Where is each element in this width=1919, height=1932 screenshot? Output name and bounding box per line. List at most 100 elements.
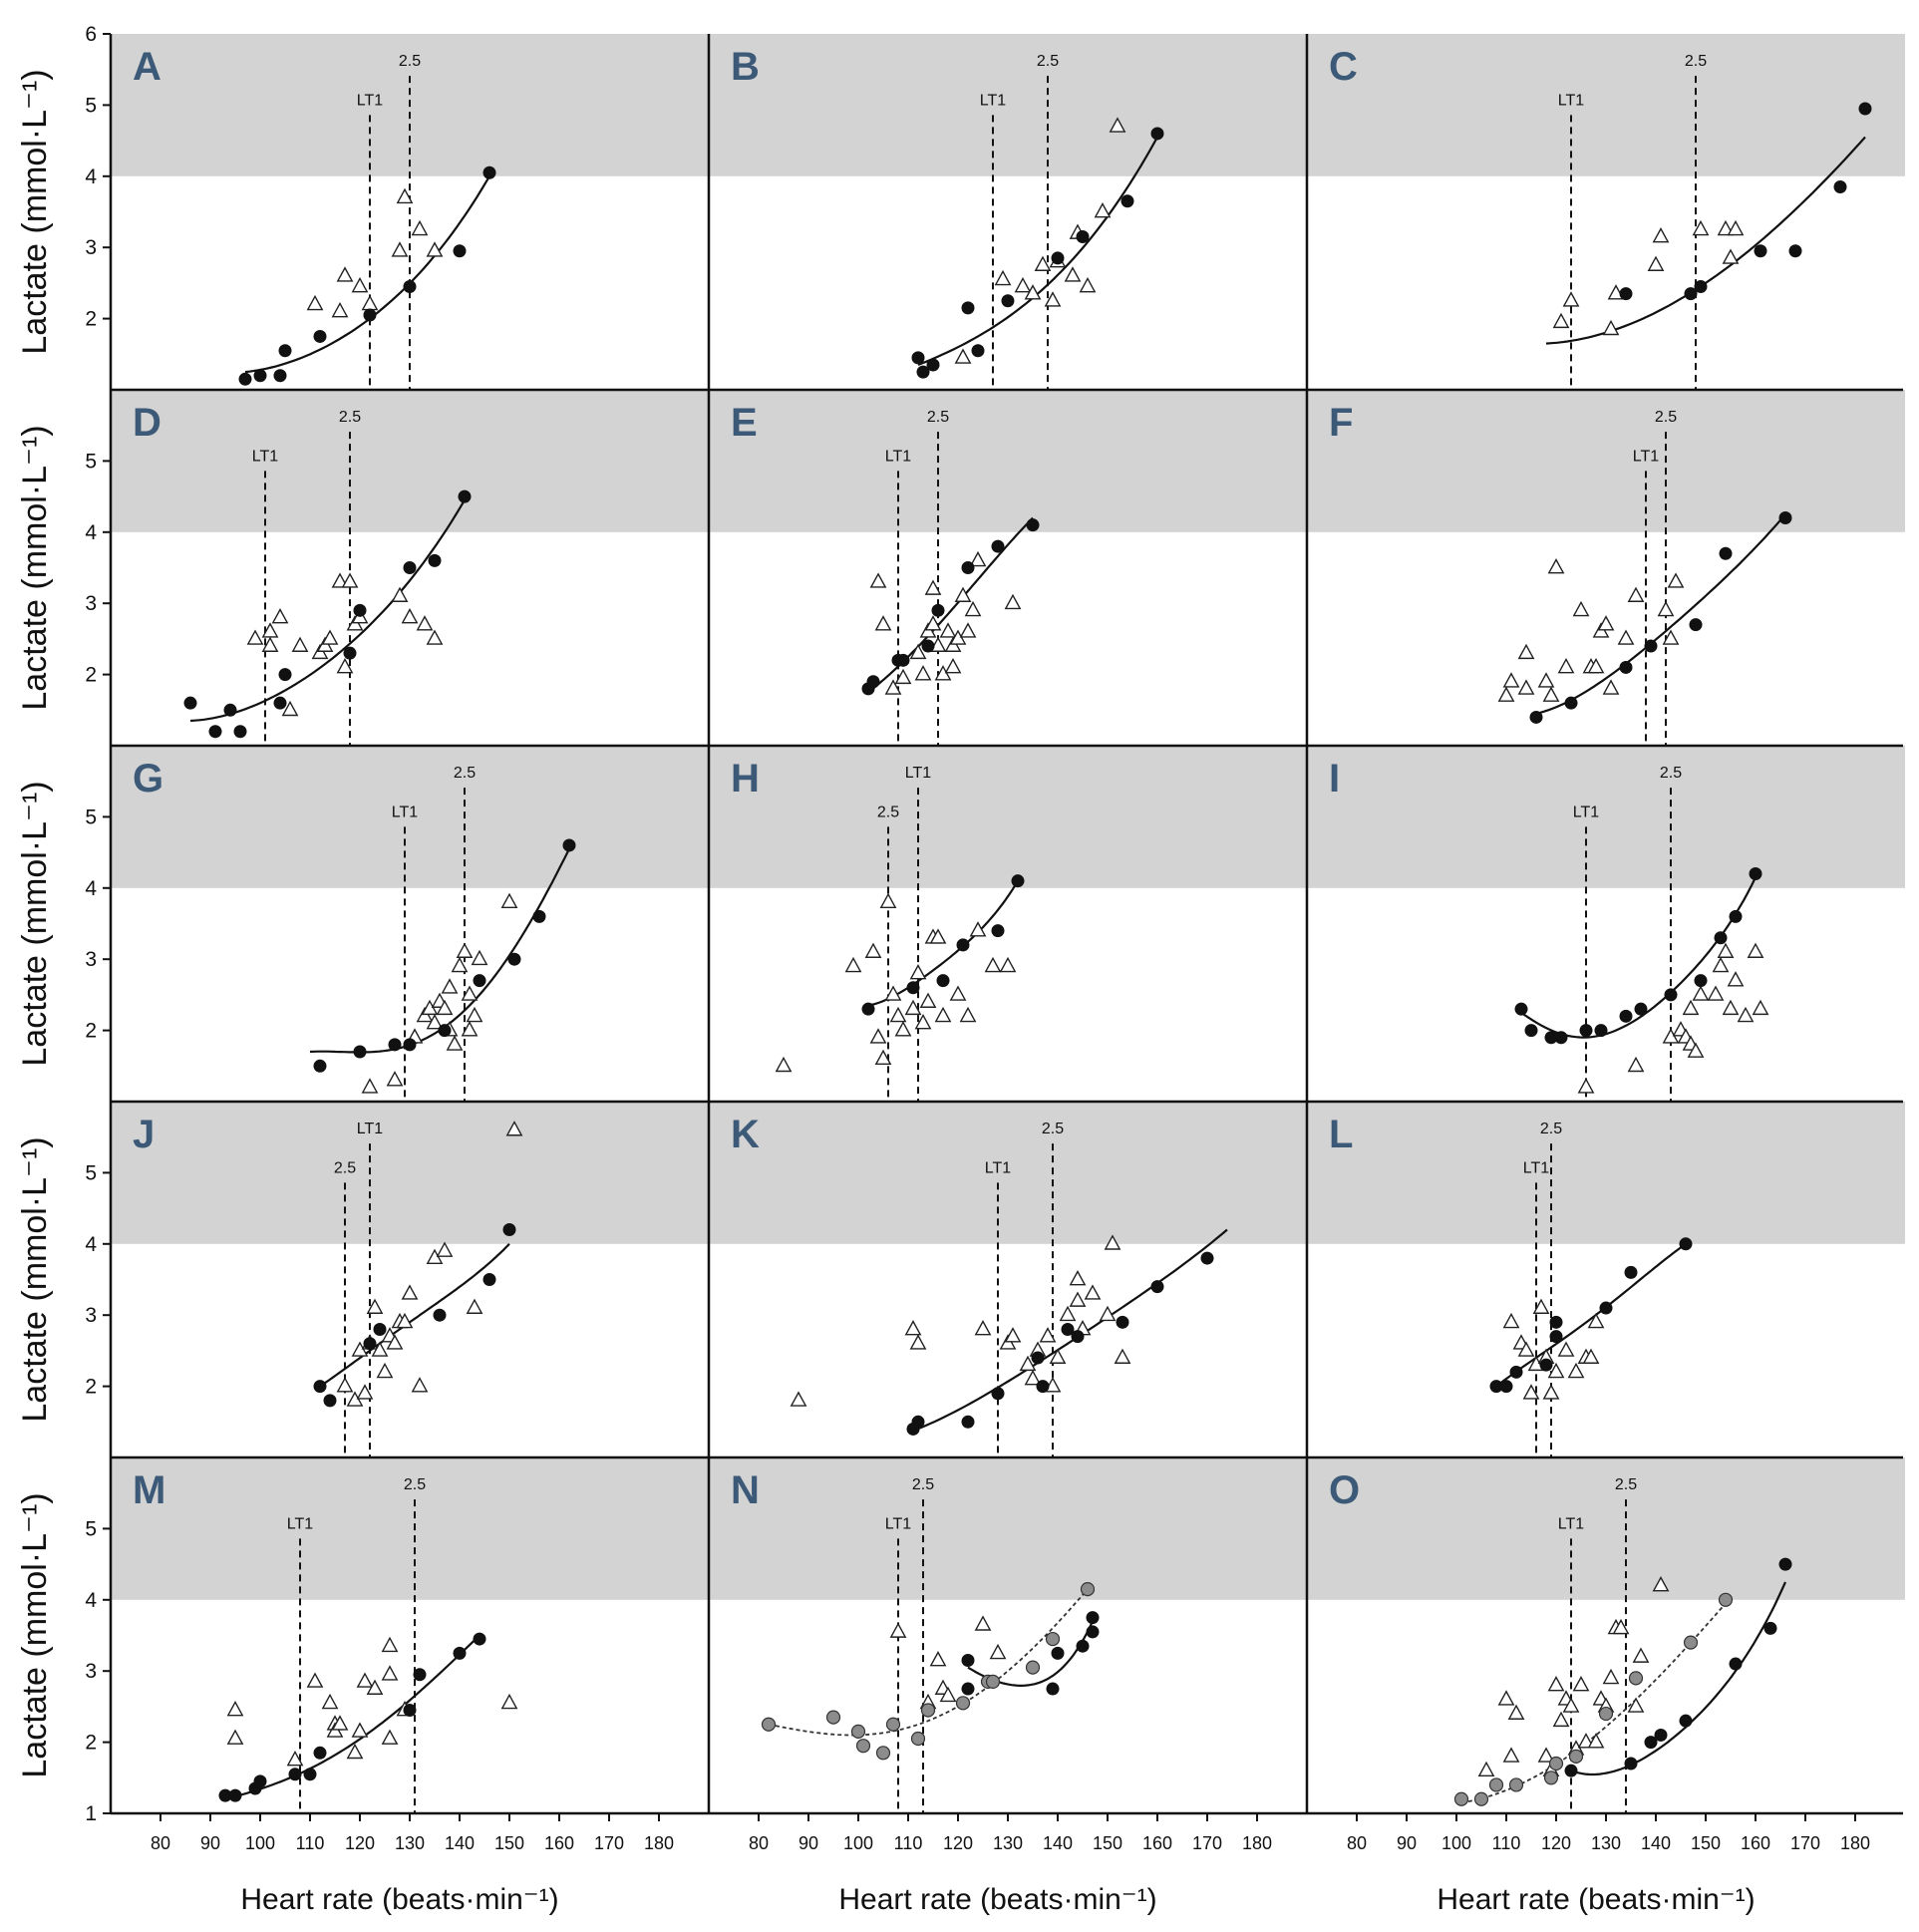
triangle-point <box>929 1651 947 1667</box>
circle-point <box>363 1337 377 1351</box>
triangle-point <box>959 622 977 638</box>
triangle-point <box>904 1320 922 1336</box>
circle-point <box>1564 1764 1578 1777</box>
triangle-point <box>331 1715 349 1731</box>
circle-point <box>323 1394 337 1408</box>
x-tick-label: 150 <box>494 1833 524 1853</box>
grey-circle-point <box>1548 1756 1564 1771</box>
triangle-point <box>1587 657 1605 674</box>
grey-circle-point <box>850 1724 866 1739</box>
panel-label: D <box>133 401 161 445</box>
triangle-point <box>1727 971 1745 987</box>
triangle-point <box>1737 1006 1755 1023</box>
triangle-point <box>964 600 982 617</box>
y-tick-label: 4 <box>85 1589 97 1612</box>
triangle-point <box>874 615 892 631</box>
triangle-point <box>1004 1327 1022 1343</box>
panel-label: M <box>133 1468 165 1512</box>
triangle-point <box>1612 1618 1630 1635</box>
circle-point <box>218 1788 232 1802</box>
triangle-point <box>1662 629 1680 645</box>
fixed-2-5-line-label: 2.5 <box>1037 53 1059 70</box>
triangle-point <box>336 1377 354 1393</box>
panel-d: LT1 2.5 D 2 3 4 5 <box>85 390 709 746</box>
x-tick-label: 80 <box>749 1833 769 1853</box>
y-tick-label: 6 <box>85 23 97 46</box>
circle-point <box>1729 909 1743 923</box>
circle-point <box>1116 1315 1129 1329</box>
circle-point <box>403 1703 417 1717</box>
lt1-line-label: LT1 <box>985 1159 1011 1176</box>
y-tick-label: 4 <box>85 521 97 544</box>
shaded-region <box>709 390 1307 532</box>
fit-curve-2 <box>1570 1581 1787 1776</box>
fixed-2-5-line-label: 2.5 <box>404 1476 426 1493</box>
triangle-point <box>884 985 902 1001</box>
triangle-point <box>461 985 479 1001</box>
triangle-point <box>1652 1576 1670 1592</box>
y-tick-label: 5 <box>85 94 97 117</box>
triangle-point <box>974 1320 992 1336</box>
grey-circle-point <box>1453 1791 1469 1806</box>
fixed-2-5-line-label: 2.5 <box>1042 1121 1064 1137</box>
lt1-line-label: LT1 <box>287 1515 313 1532</box>
triangle-point <box>271 608 289 624</box>
triangle-point <box>505 1121 523 1136</box>
shaded-region <box>709 746 1307 888</box>
y-axis-label: Lactate (mmol·L⁻¹) <box>16 69 54 354</box>
triangle-point <box>441 978 459 994</box>
circle-point <box>313 1746 327 1760</box>
grey-circle-point <box>1718 1592 1734 1607</box>
triangle-point <box>356 1384 374 1400</box>
panel-label: F <box>1329 401 1353 445</box>
circle-point <box>228 1788 242 1802</box>
triangle-point <box>1537 1747 1555 1763</box>
fit-curve-1 <box>1535 513 1786 715</box>
triangle-point <box>959 1006 977 1023</box>
grey-circle-point <box>1045 1631 1061 1647</box>
circle-point <box>273 696 287 710</box>
triangle-point <box>844 956 862 973</box>
triangle-point <box>1497 1690 1515 1706</box>
triangle-point <box>376 1362 394 1379</box>
circle-point <box>961 1653 975 1667</box>
fixed-2-5-line-label: 2.5 <box>1685 53 1707 70</box>
circle-point <box>911 351 925 365</box>
triangle-point <box>466 1298 483 1314</box>
fixed-2-5-line-label: 2.5 <box>1540 1121 1562 1137</box>
lt1-line-label: LT1 <box>1523 1159 1549 1176</box>
circle-point <box>1150 1280 1164 1294</box>
circle-point <box>1564 696 1578 710</box>
triangle-point <box>1104 1234 1121 1250</box>
circle-point <box>313 329 327 343</box>
triangle-point <box>391 586 409 602</box>
circle-point <box>1763 1621 1777 1635</box>
panel-g: LT1 2.5 G 2 3 4 5 <box>85 746 709 1102</box>
panel-label: G <box>133 757 163 801</box>
circle-point <box>238 372 252 386</box>
triangle-point <box>396 187 414 204</box>
triangle-point <box>874 1049 892 1066</box>
circle-point <box>861 1002 875 1016</box>
triangle-point <box>969 921 987 937</box>
triangle-point <box>1547 558 1565 574</box>
triangle-point <box>929 636 947 652</box>
panel-label: C <box>1329 45 1358 89</box>
circle-point <box>1694 974 1708 988</box>
grey-circle-point <box>1598 1706 1614 1722</box>
panel-label: L <box>1329 1113 1353 1156</box>
triangle-point <box>426 241 444 257</box>
x-tick-label: 80 <box>151 1833 170 1853</box>
circle-point <box>1679 1237 1693 1251</box>
triangle-point <box>381 1636 399 1653</box>
x-tick-label: 160 <box>1142 1833 1172 1853</box>
triangle-point <box>949 985 967 1001</box>
circle-point <box>353 603 367 617</box>
triangle-point <box>281 700 299 717</box>
circle-point <box>253 1774 267 1788</box>
x-tick-label: 90 <box>200 1833 220 1853</box>
triangle-point <box>1572 600 1590 617</box>
circle-point <box>1634 1002 1648 1016</box>
